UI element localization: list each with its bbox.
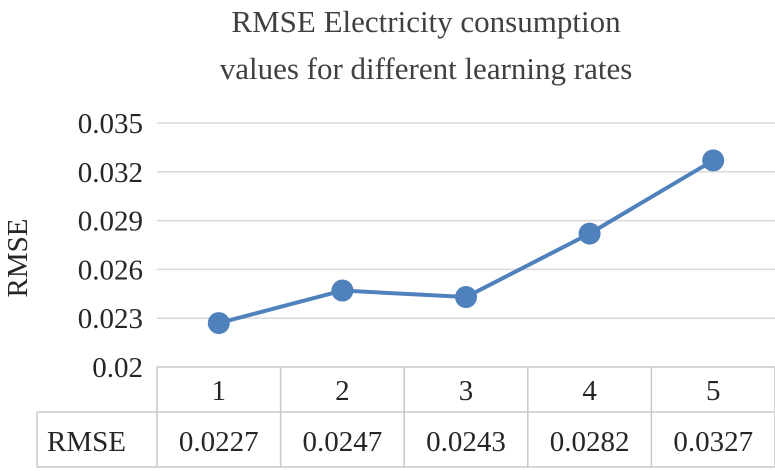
data-table: RMSE 1 0.0227 2 0.0247 3 0.0243 4 0.0282 5 0.0327 [36, 366, 775, 468]
chart-title-line-1: RMSE Electricity consumption [231, 4, 621, 39]
x-category-label: 4 [582, 375, 597, 407]
data-point [207, 312, 230, 335]
data-point [578, 222, 601, 245]
y-tick-label: 0.023 [78, 303, 143, 335]
table-value-cell: 0.0227 [179, 426, 259, 458]
table-series-label: RMSE [47, 426, 126, 458]
y-tick-label: 0.026 [78, 254, 143, 286]
table-value-cell: 0.0327 [673, 426, 753, 458]
data-point [702, 149, 725, 172]
y-tick-label: 0.035 [78, 108, 143, 140]
table-value-cell: 0.0282 [550, 426, 630, 458]
x-category-label: 2 [335, 375, 350, 407]
x-category-label: 3 [459, 375, 474, 407]
x-category-label: 5 [706, 375, 721, 407]
y-tick-labels: 0.02 0.023 0.026 0.029 0.032 0.035 [78, 108, 143, 384]
gridlines [157, 122, 775, 319]
data-point [331, 279, 354, 302]
table-value-cell: 0.0247 [303, 426, 383, 458]
series-rmse [207, 149, 725, 335]
y-axis-label: RMSE [2, 219, 34, 298]
x-category-label: 1 [212, 375, 227, 407]
table-value-cell: 0.0243 [426, 426, 506, 458]
y-tick-label: 0.029 [78, 206, 143, 238]
data-point [455, 286, 477, 309]
y-tick-label: 0.02 [92, 352, 143, 384]
chart-title-line-2: values for different learning rates [220, 51, 633, 86]
y-tick-label: 0.032 [78, 157, 143, 189]
